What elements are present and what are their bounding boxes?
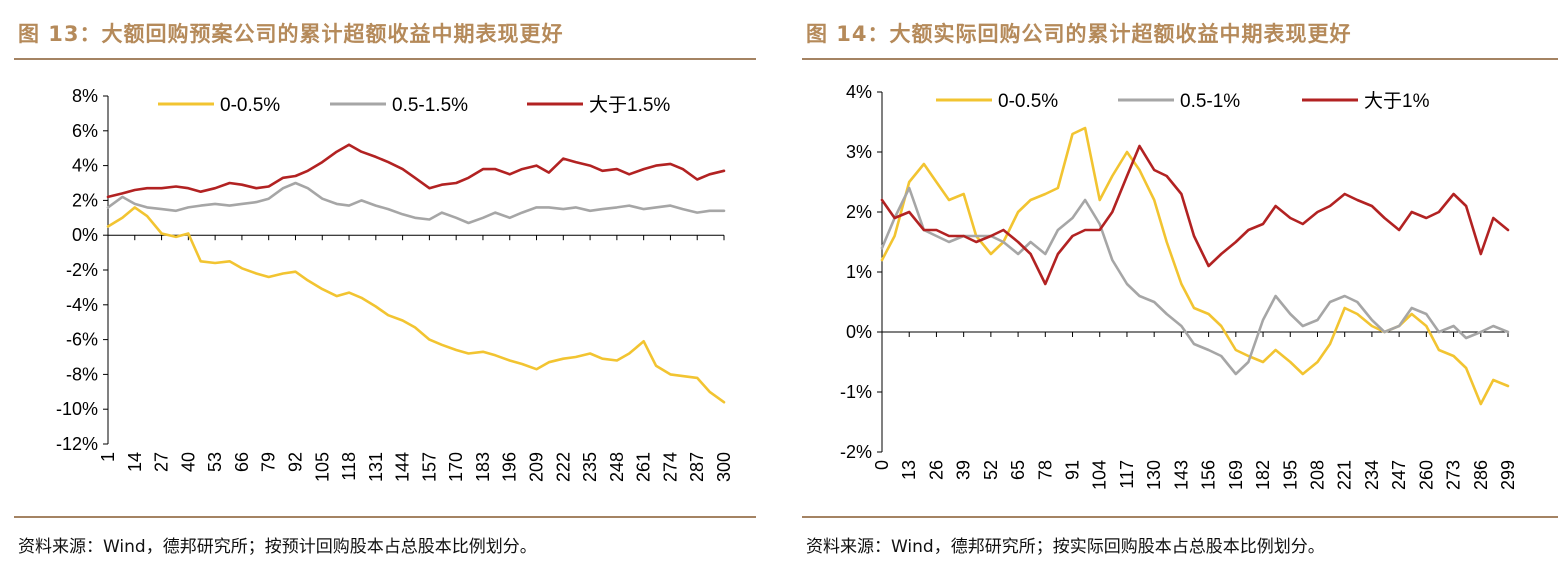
y-tick-label: 3% (846, 142, 872, 162)
x-tick-label: 299 (1498, 460, 1518, 490)
x-tick-label: 261 (634, 452, 654, 482)
source-note-left: 资料来源：Wind，德邦研究所；按预计回购股本占总股本比例划分。 (18, 537, 537, 557)
chart-title-left: 图 13：大额回购预案公司的累计超额收益中期表现更好 (18, 22, 564, 46)
x-tick-label: 286 (1471, 460, 1491, 490)
legend-label-3: 大于1.5% (589, 94, 670, 116)
y-tick-label: -1% (840, 382, 872, 402)
x-tick-label: 248 (607, 452, 627, 482)
y-tick-label: 4% (846, 82, 872, 102)
x-tick-label: 13 (899, 460, 919, 480)
legend-label-1: 0-0.5% (998, 91, 1058, 112)
y-tick-label: -8% (66, 364, 98, 384)
title-rule-left (14, 58, 756, 60)
chart-title-right: 图 14：大额实际回购公司的累计超额收益中期表现更好 (806, 22, 1352, 46)
y-tick-label: -4% (66, 295, 98, 315)
y-tick-label: 8% (72, 86, 98, 106)
line-chart-right: -2% -1% 0% 1% 2% 3% 4% 0 13 26 39 52 65 78 91 104 117 130… (840, 82, 1518, 490)
x-tick-label: 235 (580, 452, 600, 482)
x-tick-label: 144 (393, 452, 413, 482)
y-tick-label: -6% (66, 330, 98, 350)
x-tick-label: 91 (1063, 460, 1083, 480)
x-tick-label: 118 (339, 452, 359, 481)
chart-panel-right: 图 14：大额实际回购公司的累计超额收益中期表现更好 -2% -1% 0% 1% 2% 3… (800, 0, 1564, 574)
x-tick-label: 131 (366, 452, 386, 482)
series-line-2 (106, 181, 726, 225)
x-tick-label: 53 (205, 452, 225, 472)
x-tick-label: 92 (285, 452, 305, 472)
x-tick-label: 273 (1444, 460, 1464, 490)
y-tick-label: -2% (66, 260, 98, 280)
x-tick-label: 169 (1226, 460, 1246, 490)
y-tick-label: 0% (72, 225, 98, 245)
x-tick-label: 195 (1280, 460, 1300, 490)
x-tick-label: 40 (178, 452, 198, 472)
x-tick-label: 156 (1199, 460, 1219, 490)
series-line-2 (880, 186, 1510, 376)
title-rule-right (802, 58, 1558, 60)
x-tick-label: 182 (1253, 460, 1273, 490)
footer-rule-right (802, 516, 1558, 518)
x-tick-label: 52 (981, 460, 1001, 480)
x-tick-label: 208 (1307, 460, 1327, 490)
y-tick-label: 1% (846, 262, 872, 282)
legend-label-2: 0.5-1.5% (392, 95, 468, 116)
y-tick-label: 0% (846, 322, 872, 342)
line-chart-left: -12% -10% -8% -6% -4% -2% 0% 2% 4% 6% 8% 1 14 27 40 53 6… (56, 86, 734, 482)
series-line-1 (880, 126, 1510, 406)
x-tick-label: 14 (125, 452, 145, 472)
y-tick-label: -10% (56, 399, 98, 419)
y-tick-label: 4% (72, 156, 98, 176)
x-tick-label: 65 (1008, 460, 1028, 480)
x-tick-label: 0 (872, 460, 892, 470)
x-tick-label: 157 (419, 452, 439, 482)
legend-label-2: 0.5-1% (1180, 91, 1240, 112)
series-line-1 (106, 206, 726, 404)
x-tick-label: 260 (1416, 460, 1436, 490)
x-tick-label: 105 (312, 452, 332, 482)
x-tick-label: 221 (1335, 460, 1355, 490)
legend-label-3: 大于1% (1364, 90, 1430, 112)
x-tick-label: 209 (527, 452, 547, 482)
x-tick-label: 27 (152, 452, 172, 472)
y-tick-label: -12% (56, 434, 98, 454)
chart-panel-left: 图 13：大额回购预案公司的累计超额收益中期表现更好 -12% -10% -8% -6… (0, 0, 770, 574)
x-tick-label: 274 (660, 452, 680, 482)
x-tick-label: 78 (1035, 460, 1055, 480)
legend-label-1: 0-0.5% (220, 95, 280, 116)
x-tick-label: 117 (1117, 460, 1137, 489)
footer-rule-left (14, 516, 756, 518)
x-tick-label: 234 (1362, 460, 1382, 490)
x-tick-label: 130 (1144, 460, 1164, 490)
x-tick-label: 1 (98, 452, 118, 462)
x-tick-label: 104 (1090, 460, 1110, 490)
x-tick-label: 222 (553, 452, 573, 482)
y-tick-label: 2% (72, 190, 98, 210)
x-tick-label: 66 (232, 452, 252, 472)
x-tick-label: 26 (926, 460, 946, 480)
x-tick-label: 143 (1171, 460, 1191, 490)
series-line-3 (880, 144, 1510, 286)
series-line-3 (106, 143, 726, 199)
x-tick-label: 170 (446, 452, 466, 482)
y-tick-label: -2% (840, 442, 872, 462)
y-tick-label: 6% (72, 121, 98, 141)
y-tick-label: 2% (846, 202, 872, 222)
x-tick-label: 300 (714, 452, 734, 482)
x-tick-label: 247 (1389, 460, 1409, 490)
x-tick-label: 287 (687, 452, 707, 482)
x-tick-label: 196 (500, 452, 520, 482)
x-tick-label: 39 (954, 460, 974, 480)
source-note-right: 资料来源：Wind，德邦研究所；按实际回购股本占总股本比例划分。 (806, 537, 1325, 557)
x-tick-label: 79 (259, 452, 279, 472)
x-tick-label: 183 (473, 452, 493, 482)
